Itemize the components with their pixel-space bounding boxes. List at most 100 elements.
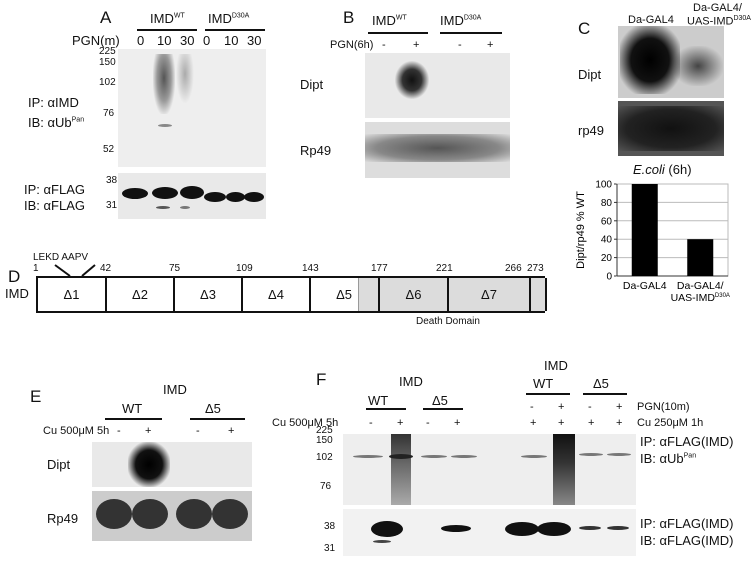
panel-d-label: D xyxy=(8,267,21,286)
group-delta5: Δ5 xyxy=(205,401,221,416)
marker: 150 xyxy=(99,57,116,68)
y-axis-label: Dipt/rp49 % WT xyxy=(575,191,587,269)
panel-title: IMD xyxy=(544,358,568,373)
y-tick-label: 100 xyxy=(595,180,612,191)
marker: 150 xyxy=(316,435,333,446)
lane-label: 30 xyxy=(247,33,262,48)
lane-label: - xyxy=(588,401,592,413)
marker: 31 xyxy=(324,543,336,554)
bar xyxy=(687,239,714,276)
x-tick-label: Da-GAL4/ xyxy=(677,280,724,292)
panel-title: IMD xyxy=(399,374,423,389)
marker: 102 xyxy=(316,452,333,463)
lane-label: - xyxy=(369,417,373,429)
segment: Δ2 xyxy=(107,278,175,311)
lane-label: 0 xyxy=(203,33,211,48)
group-imd-wt: IMDWT xyxy=(150,11,185,26)
death-domain-part xyxy=(359,278,380,311)
lane-label: + xyxy=(558,401,565,413)
flag-blot-f xyxy=(343,509,636,556)
group-wt: WT xyxy=(533,376,554,391)
ip-label: IP: αFLAG xyxy=(24,182,85,197)
rp49-blot-c xyxy=(618,101,724,156)
lane-label: + xyxy=(487,39,494,51)
pgn-label: PGN(10m) xyxy=(637,401,690,413)
segment-end xyxy=(531,278,547,311)
ib-label: IB: αFLAG(IMD) xyxy=(640,533,734,548)
bar xyxy=(631,184,658,276)
ip-label: IP: αFLAG(IMD) xyxy=(640,434,734,449)
group-delta5: Δ5 xyxy=(593,376,609,391)
segment: Δ1 xyxy=(38,278,107,311)
dipt-blot-e xyxy=(92,442,252,487)
lane-label: - xyxy=(426,417,430,429)
panel-e-label: E xyxy=(30,387,42,406)
lane-label: 10 xyxy=(224,33,239,48)
panel-c-label: C xyxy=(578,19,591,38)
row-label: Dipt xyxy=(300,77,324,92)
lane-label: 30 xyxy=(180,33,195,48)
segment: Δ7 xyxy=(449,278,531,311)
position: 143 xyxy=(302,263,319,274)
marker: 102 xyxy=(99,77,116,88)
ib-label: IB: αUbPan xyxy=(640,451,697,466)
row-label: Dipt xyxy=(578,67,602,82)
group-wt: WT xyxy=(122,401,143,416)
y-tick-label: 80 xyxy=(601,198,613,209)
position: 109 xyxy=(236,263,253,274)
group-imd-d30a: IMDD30A xyxy=(440,13,482,28)
lane-label: + xyxy=(558,417,565,429)
panel-f-label: F xyxy=(316,370,327,389)
marker: 38 xyxy=(324,521,336,532)
lane-label: + xyxy=(228,425,235,437)
lane-label: + xyxy=(397,417,404,429)
lane-label: - xyxy=(530,401,534,413)
marker: 225 xyxy=(99,46,116,57)
column-label: Da-GAL4/ xyxy=(693,2,742,14)
rp49-blot-e xyxy=(92,491,252,541)
marker: 52 xyxy=(103,144,115,155)
treatment-label: Cu 500μM 5h xyxy=(272,417,339,429)
lane-label: - xyxy=(458,39,462,51)
motif-label: LEKD AAPV xyxy=(33,252,89,263)
treatment-label: Cu 500μM 5h xyxy=(43,425,110,437)
y-tick-label: 0 xyxy=(606,272,612,283)
lane-label: - xyxy=(117,425,121,437)
lane-label: + xyxy=(145,425,152,437)
condition-label: E.coli (6h) xyxy=(633,162,692,177)
y-tick-label: 60 xyxy=(601,216,613,227)
lane-label: + xyxy=(588,417,595,429)
flag-blot-a xyxy=(118,173,266,219)
column-label: UAS-IMDD30A xyxy=(687,15,751,28)
ubiquitin-blot-f xyxy=(343,434,636,505)
marker: 76 xyxy=(103,108,115,119)
domain-map: Δ1 Δ2 Δ3 Δ4 Δ5 Δ6 Δ7 xyxy=(36,276,547,313)
dipt-blot-b xyxy=(365,53,510,118)
segment: Δ4 xyxy=(243,278,311,311)
marker: 76 xyxy=(320,481,332,492)
cu-label: Cu 250μM 1h xyxy=(637,417,704,429)
ubiquitin-blot-a xyxy=(118,49,266,167)
row-label: Rp49 xyxy=(300,143,332,158)
position: 266 xyxy=(505,263,522,274)
marker: 225 xyxy=(316,425,333,436)
segment: Δ6 xyxy=(380,278,449,311)
group-wt: WT xyxy=(368,393,389,408)
death-domain-label: Death Domain xyxy=(416,316,480,327)
rp49-blot-b xyxy=(365,122,510,178)
lane-label: - xyxy=(196,425,200,437)
dipt-blot-c xyxy=(618,26,724,98)
position: 75 xyxy=(169,263,181,274)
ip-label: IP: αIMD xyxy=(28,95,79,110)
marker: 31 xyxy=(106,200,118,211)
lane-label: 0 xyxy=(137,33,145,48)
row-label: Rp49 xyxy=(47,511,79,526)
treatment-label: PGN(6h) xyxy=(330,39,374,51)
segment: Δ5 xyxy=(311,278,359,311)
ib-label: IB: αUbPan xyxy=(28,115,85,130)
x-tick-label-sup: D30A xyxy=(715,293,730,299)
position: 221 xyxy=(436,263,453,274)
